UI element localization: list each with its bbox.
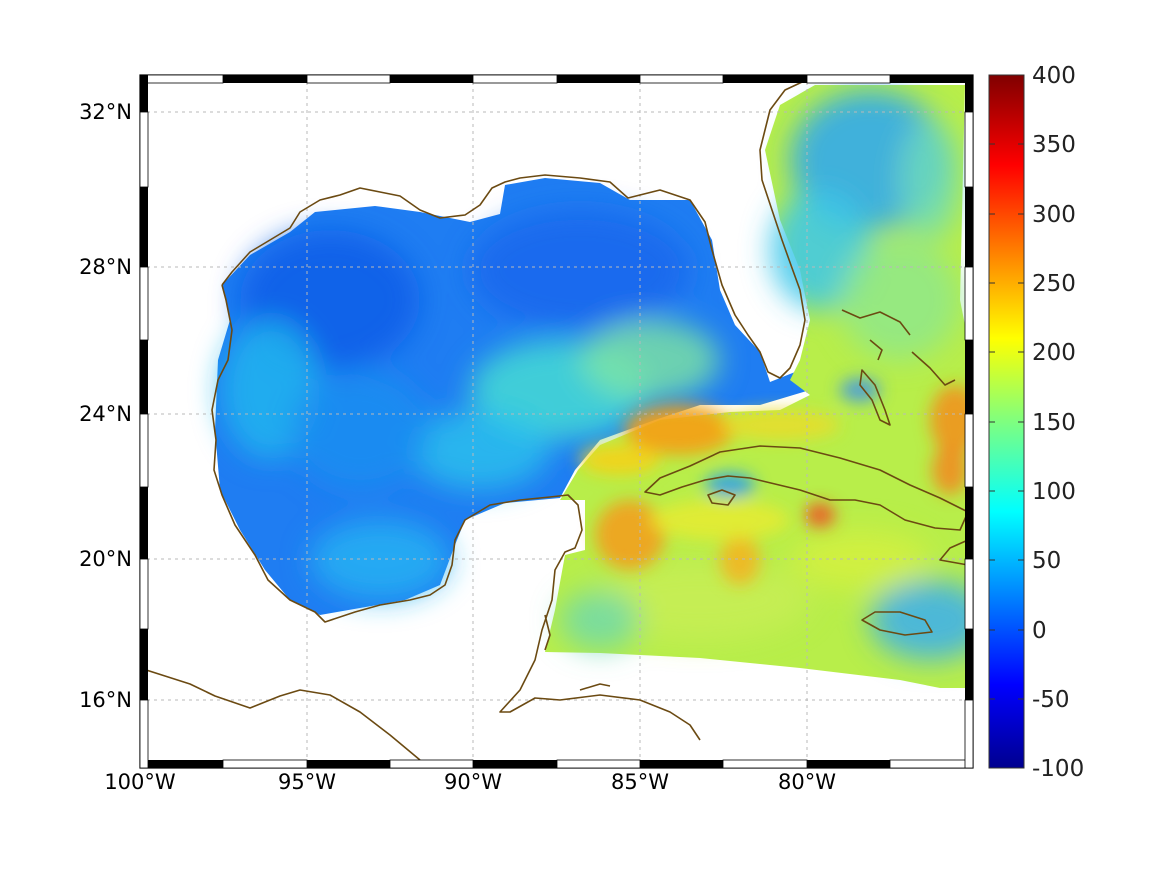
colorbar-label: -50 — [1032, 687, 1070, 713]
colorbar-label: 250 — [1032, 271, 1076, 297]
colorbar-label: 200 — [1032, 340, 1076, 366]
colorbar-label: 100 — [1032, 479, 1076, 505]
lat-tick-label: 24°N — [79, 402, 132, 426]
lat-tick-labels: 32°N 28°N 24°N 20°N 16°N — [79, 100, 132, 712]
gulf-field — [215, 178, 810, 615]
colorbar-label: 0 — [1032, 618, 1047, 644]
coastline-bahamas-2 — [859, 369, 891, 426]
graticule — [140, 75, 973, 768]
colorbar-label: 50 — [1032, 548, 1061, 574]
lat-tick-label: 16°N — [79, 688, 132, 712]
coastline-pacific — [140, 667, 421, 761]
lon-tick-label: 85°W — [611, 770, 669, 794]
lon-tick-label: 90°W — [444, 770, 502, 794]
colorbar-label: 400 — [1032, 63, 1076, 89]
colorbar-ticks — [989, 143, 1024, 700]
caribbean-field — [545, 85, 973, 688]
coastline-bahamas-4 — [869, 339, 883, 361]
coastline-cuba — [644, 445, 969, 531]
lat-tick-label: 32°N — [79, 100, 132, 124]
colorbar: 400 350 300 250 200 150 100 50 0 -50 -10… — [988, 63, 1084, 782]
lon-tick-label: 95°W — [278, 770, 336, 794]
colorbar-label: 300 — [1032, 202, 1076, 228]
coastline-honduras — [579, 683, 611, 691]
coastline-jamaica — [861, 611, 933, 636]
coastline-yucatan-islands — [544, 614, 551, 651]
lat-tick-label: 20°N — [79, 547, 132, 571]
coastline-bahamas-3 — [911, 351, 956, 386]
map-frame — [139, 74, 974, 769]
lon-tick-label: 100°W — [104, 770, 176, 794]
lat-tick-label: 28°N — [79, 255, 132, 279]
lon-tick-labels: 100°W 95°W 90°W 85°W 80°W — [104, 770, 836, 794]
coastlines — [140, 75, 969, 761]
colorbar-label: -100 — [1032, 756, 1084, 782]
lon-tick-label: 80°W — [778, 770, 836, 794]
coastline-hispaniola — [939, 539, 969, 566]
colorbar-label: 150 — [1032, 410, 1076, 436]
coastline-bahamas-1 — [841, 309, 911, 336]
colorbar-label: 350 — [1032, 132, 1076, 158]
coastline-isla-juventud — [707, 489, 736, 506]
coastline-mexico — [211, 284, 701, 741]
coastline-gulf — [221, 75, 816, 379]
